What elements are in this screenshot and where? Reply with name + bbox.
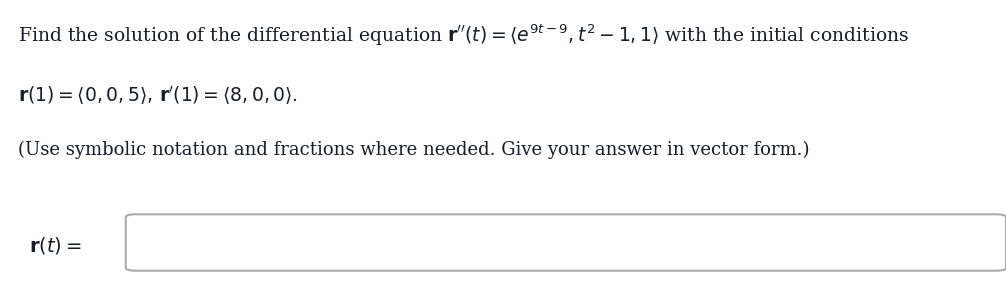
Text: (Use symbolic notation and fractions where needed. Give your answer in vector fo: (Use symbolic notation and fractions whe… [18,141,810,159]
FancyBboxPatch shape [126,214,1006,271]
Text: $\mathbf{r}(1) = \langle 0, 0, 5\rangle,\, \mathbf{r}'(1) = \langle 8, 0, 0\rang: $\mathbf{r}(1) = \langle 0, 0, 5\rangle,… [18,85,298,107]
Text: Find the solution of the differential equation $\mathbf{r}''(t) = \langle e^{9t-: Find the solution of the differential eq… [18,23,909,48]
Text: $\mathbf{r}(t) =$: $\mathbf{r}(t) =$ [29,235,81,256]
